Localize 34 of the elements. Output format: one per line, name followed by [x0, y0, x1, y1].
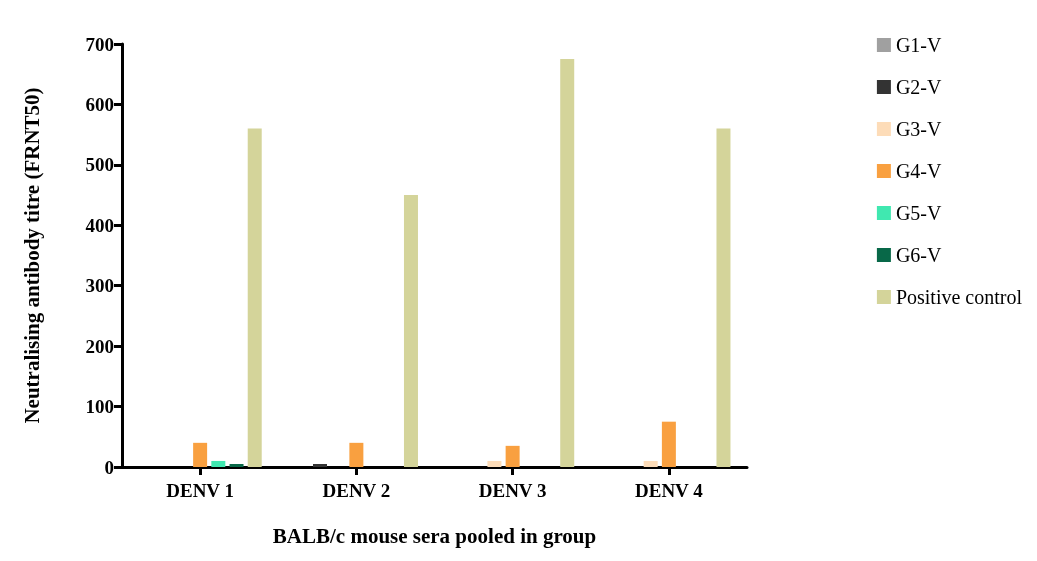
bar [349, 442, 364, 467]
bar [716, 128, 731, 467]
legend-label: Positive control [895, 286, 1023, 308]
bar [560, 59, 575, 467]
x-tick-label: DENV 4 [635, 480, 704, 501]
x-axis-title: BALB/c mouse sera pooled in group [272, 523, 597, 548]
bar [487, 460, 502, 467]
y-tick-label: 0 [104, 456, 114, 478]
y-axis-title: Neutralising antibody titre (FRNT50) [19, 87, 44, 424]
y-tick-label: 400 [85, 214, 114, 236]
bar [229, 463, 244, 467]
legend-label: G1-V [895, 34, 942, 56]
bar [247, 128, 262, 467]
bar [505, 445, 520, 467]
legend-label: G6-V [895, 244, 942, 266]
y-tick-label: 300 [85, 275, 114, 297]
bar [312, 463, 327, 467]
x-tick-label: DENV 3 [478, 480, 547, 501]
bar [661, 421, 676, 467]
y-tick-label: 700 [85, 33, 114, 55]
bar [193, 442, 208, 467]
legend-label: G4-V [895, 160, 942, 182]
y-tick-label: 500 [85, 154, 114, 176]
y-tick-label: 100 [85, 396, 114, 418]
bar [643, 460, 658, 467]
bar [211, 460, 226, 467]
legend-label: G3-V [895, 118, 942, 140]
y-tick-label: 200 [85, 335, 114, 357]
x-tick-label: DENV 1 [166, 480, 234, 501]
legend-label: G5-V [895, 202, 942, 224]
y-tick-label: 600 [85, 93, 114, 115]
legend-label: G2-V [895, 76, 942, 98]
x-tick-label: DENV 2 [322, 480, 391, 501]
bar [403, 195, 418, 467]
